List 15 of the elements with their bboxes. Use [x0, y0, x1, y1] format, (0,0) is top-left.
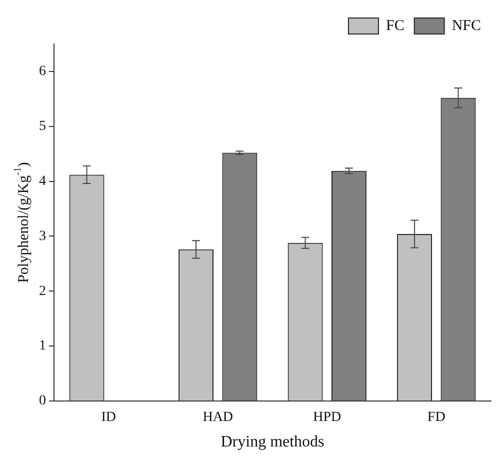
legend-label: NFC [452, 18, 482, 34]
y-tick-label: 0 [39, 394, 46, 409]
legend-label: FC [386, 18, 404, 34]
y-tick-label: 4 [39, 174, 46, 189]
y-axis-title: Polyphenol/(g/Kg-1) [12, 162, 32, 283]
y-tick-label: 2 [39, 284, 46, 299]
y-tick-label: 5 [39, 119, 46, 134]
x-tick-label: FD [427, 410, 446, 426]
y-tick-label: 3 [39, 228, 46, 244]
x-tick-label: ID [101, 410, 116, 426]
y-tick-label: 1 [39, 338, 46, 354]
x-tick-label: HAD [202, 410, 234, 426]
x-tick-label: HPD [313, 410, 342, 426]
y-tick-label: 6 [39, 64, 46, 80]
x-axis-title: Drying methods [220, 434, 324, 451]
